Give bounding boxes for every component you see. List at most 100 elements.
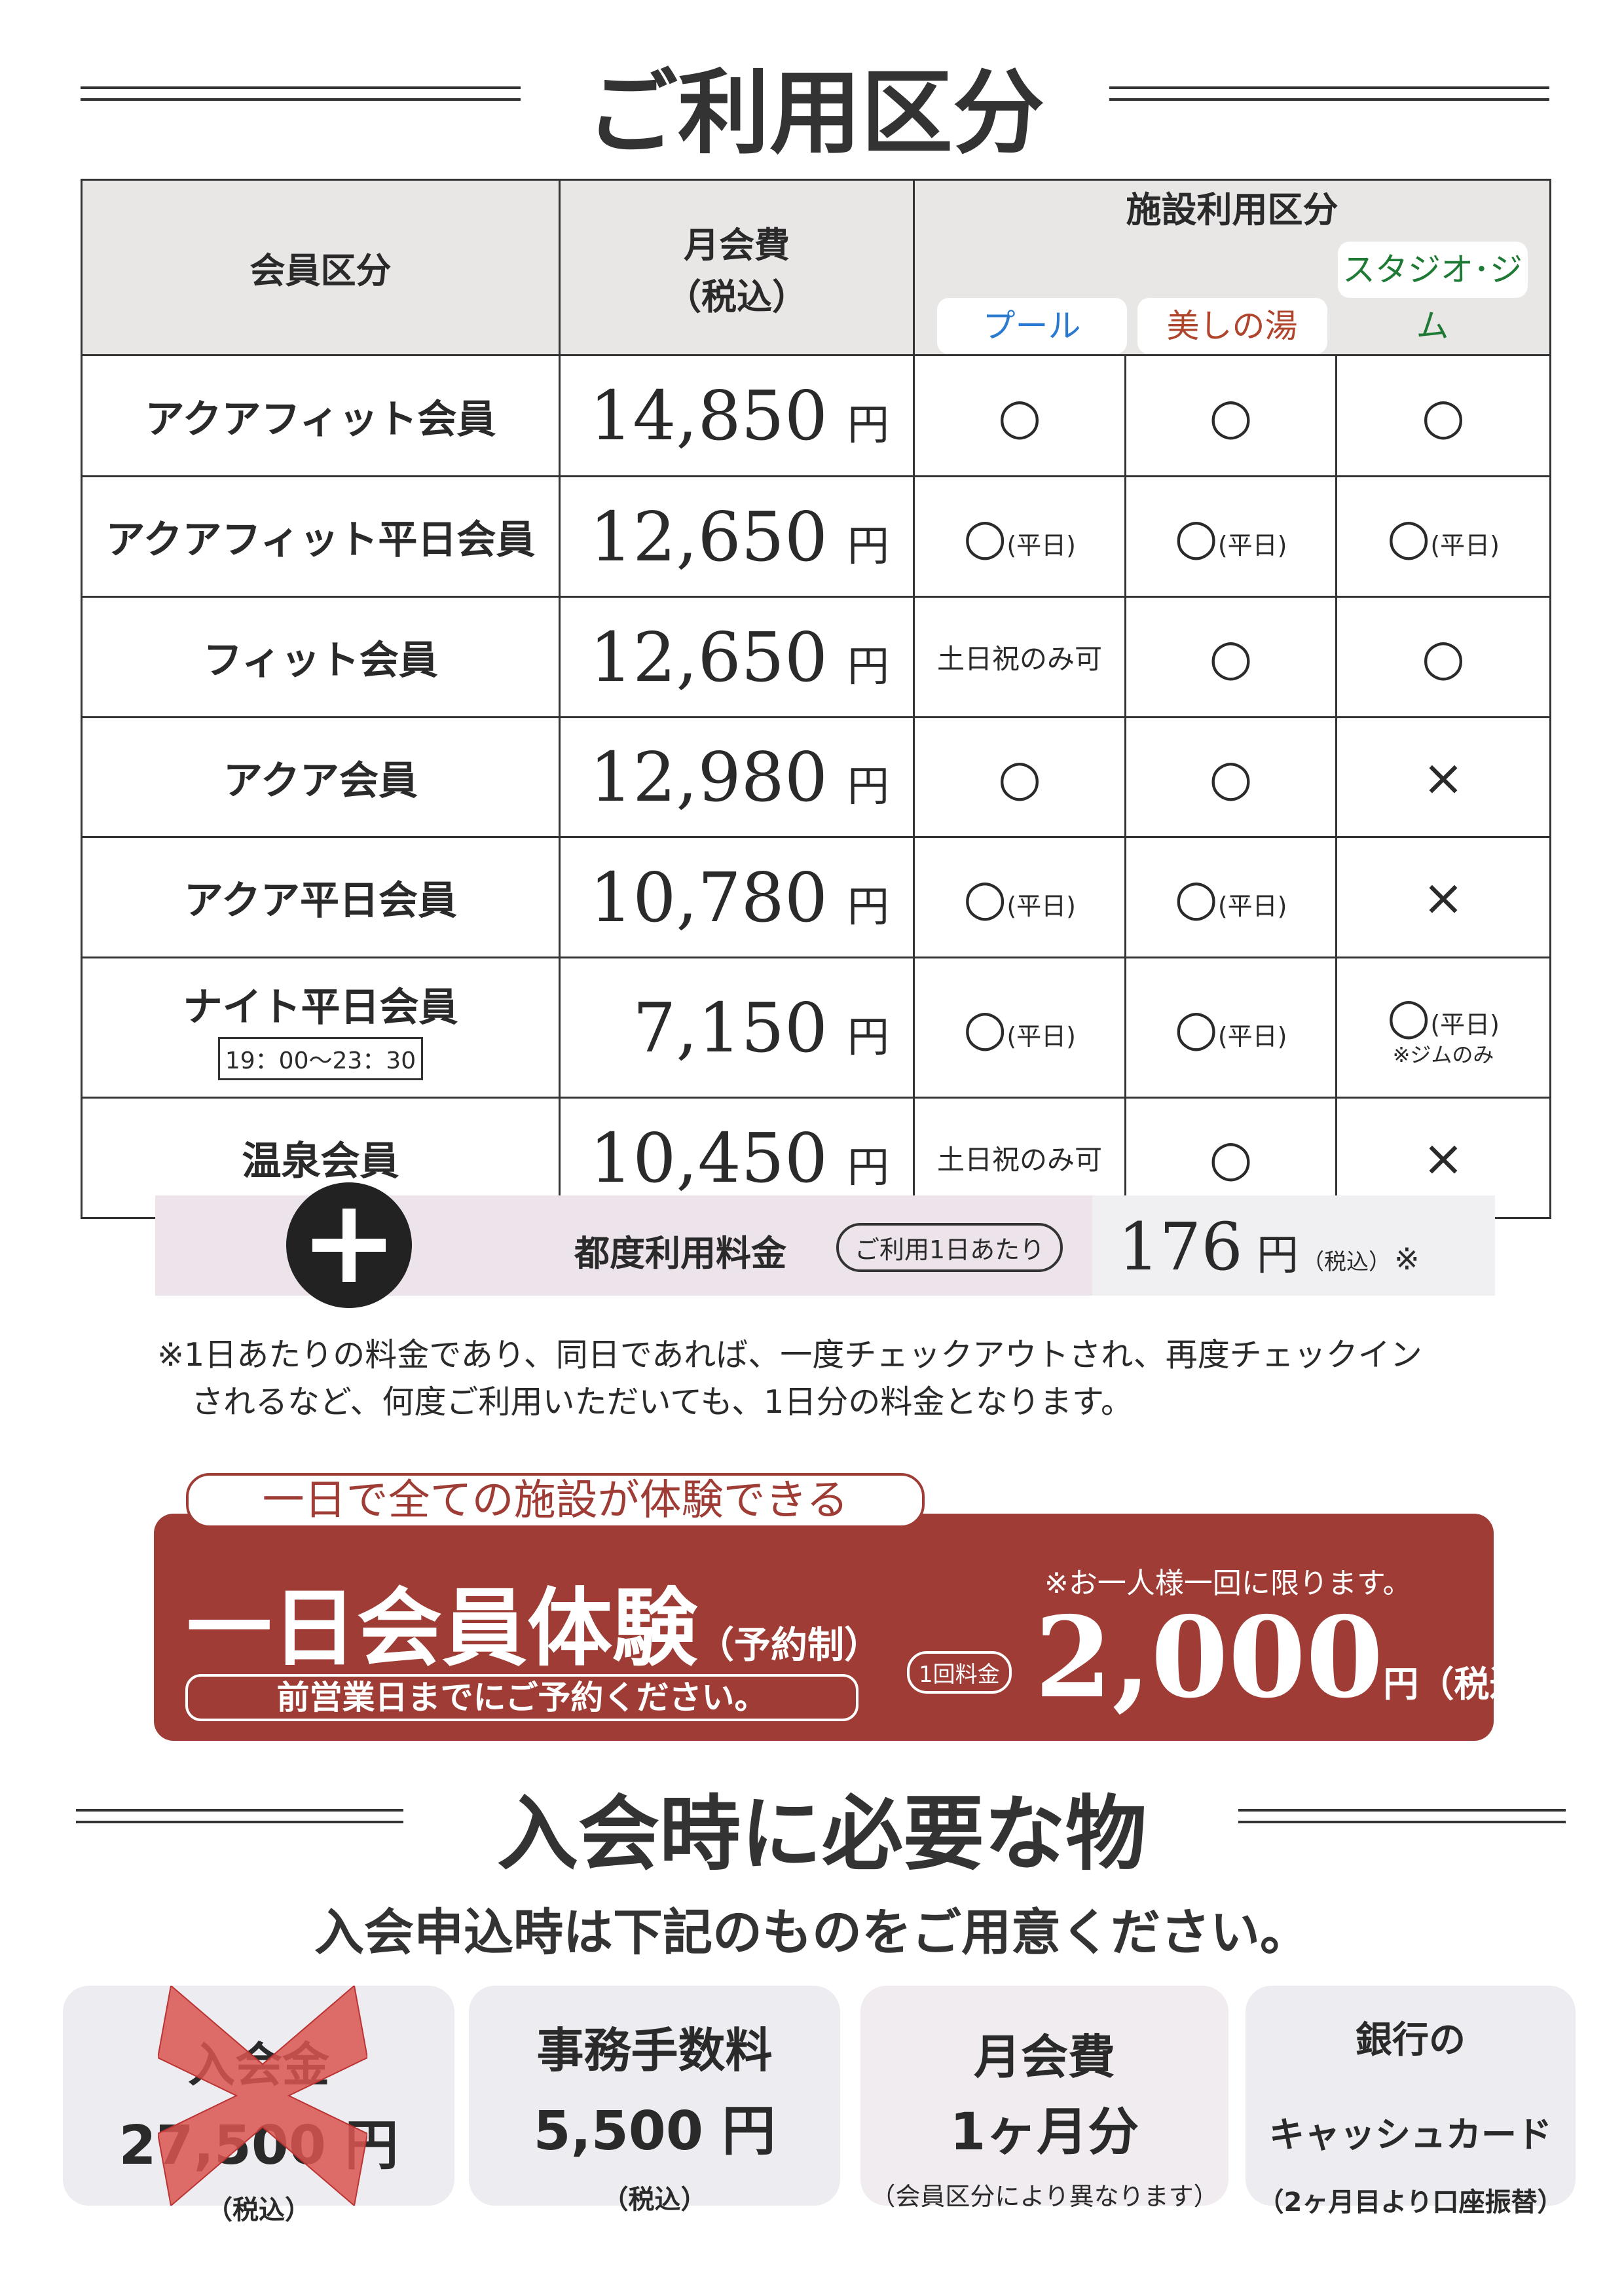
- facility-cell-spa: ○(平日): [1124, 836, 1337, 958]
- circle-mark-icon: ○: [997, 748, 1042, 807]
- member-type-cell: フィット会員: [81, 596, 561, 718]
- gym-only-note: ※ジムのみ: [1392, 1042, 1494, 1067]
- facility-cell-studio-gym: ○(平日): [1335, 475, 1551, 598]
- table-row: アクア平日会員 10,780 円 ○(平日) ○(平日) ×: [81, 836, 1551, 958]
- facility-cell-spa: ○: [1124, 716, 1337, 838]
- table-row: アクアフィット会員 14,850 円 ○ ○ ○: [81, 354, 1551, 477]
- circle-mark-icon: ○: [1209, 628, 1253, 686]
- card-note: （2ヶ月目より口座振替）: [1257, 2187, 1564, 2217]
- dropin-label: 都度利用料金: [574, 1233, 786, 1274]
- price-value: 10,780: [589, 857, 828, 938]
- facility-cell-spa: ○(平日): [1124, 475, 1337, 598]
- cross-mark-icon: ×: [1422, 1129, 1464, 1187]
- yen-unit: 円: [847, 883, 889, 932]
- member-type-cell: アクアフィット平日会員: [81, 475, 561, 598]
- circle-mark-icon: ○: [963, 507, 1007, 566]
- card-enrollment-fee: 入会金 27,500 円 （税込）: [63, 1986, 454, 2225]
- dropin-price: 176 円 （税込） ※: [1118, 1209, 1420, 1285]
- card-title: 銀行の: [1356, 2019, 1466, 2062]
- table-row: ナイト平日会員 19：00～23：30 7,150 円 ○(平日) ○(平日) ○(平日) ※…: [81, 957, 1551, 1099]
- yen-unit: 円: [847, 401, 889, 450]
- trial-limit-note: ※お一人様一回に限ります。: [1044, 1567, 1412, 1600]
- price-cell: 10,450 円: [559, 1097, 915, 1219]
- price-value: 14,850: [589, 376, 828, 456]
- card-note: （税込）: [206, 2195, 311, 2225]
- header-member-type: 会員区分: [81, 179, 561, 356]
- trial-yen-tax: 円（税込）: [1383, 1664, 1560, 1705]
- dropin-yen: 円: [1256, 1231, 1299, 1280]
- circle-mark-icon: ○: [1174, 507, 1218, 566]
- trial-reservation: （予約制）: [697, 1624, 881, 1667]
- facility-cell-studio-gym: ×: [1335, 716, 1551, 838]
- circle-mark-icon: ○: [963, 998, 1007, 1057]
- monthly-fee-label: 月会費: [684, 224, 790, 266]
- header-monthly-fee: 月会費 （税込）: [559, 179, 915, 356]
- member-type-name: 温泉会員: [242, 1139, 399, 1184]
- member-type-name: ナイト平日会員: [183, 984, 458, 1030]
- trial-price: 2,000円（税込）: [1035, 1592, 1560, 1723]
- yen-unit: 円: [847, 763, 889, 811]
- card-note: （会員区分により異なります）: [870, 2182, 1219, 2211]
- circle-mark-icon: ○: [1421, 386, 1466, 445]
- hours-badge: 19：00～23：30: [217, 1036, 424, 1080]
- price-cell: 14,850 円: [559, 354, 915, 477]
- member-type-cell: アクア会員: [81, 716, 561, 838]
- facility-cell-pool: ○(平日): [913, 836, 1126, 958]
- section2-rule-left: [76, 1809, 403, 1823]
- facility-use-label: 施設利用区分: [1126, 189, 1338, 230]
- dropin-fee-band: 都度利用料金 ご利用1日あたり 176 円 （税込） ※: [155, 1182, 1495, 1308]
- member-type-name: フィット会員: [203, 638, 438, 683]
- facility-studio-gym: スタジオ･ジム: [1337, 242, 1528, 345]
- facility-cell-pool: ○(平日): [913, 475, 1126, 598]
- weekday-note: (平日): [1430, 531, 1500, 560]
- weekday-note: (平日): [1006, 1022, 1076, 1051]
- section2-title: 入会時に必要な物: [496, 1787, 1147, 1882]
- weekday-note: (平日): [1217, 892, 1287, 920]
- facility-cell-spa: ○(平日): [1124, 957, 1337, 1099]
- price-value: 7,150: [633, 987, 828, 1068]
- member-type-name: アクア平日会員: [184, 878, 457, 924]
- table-row: フィット会員 12,650 円 土日祝のみ可 ○ ○: [81, 596, 1551, 718]
- trial-title-text: 一日会員体験: [187, 1578, 698, 1678]
- facility-cell-spa: ○: [1124, 354, 1337, 477]
- weekday-note: (平日): [1430, 1010, 1500, 1039]
- dropin-tax: （税込）: [1302, 1249, 1392, 1275]
- card-title: 月会費: [973, 2030, 1115, 2085]
- yen-unit: 円: [847, 1143, 889, 1192]
- facility-cell-pool: ○: [913, 354, 1126, 477]
- facility-cell-studio-gym: ○: [1335, 596, 1551, 718]
- weekday-note: (平日): [1217, 1022, 1287, 1051]
- dropin-asterisk: ※: [1394, 1241, 1420, 1277]
- trial-title: 一日会員体験（予約制）: [187, 1559, 881, 1683]
- card-title: 事務手数料: [536, 2023, 773, 2078]
- yen-unit: 円: [847, 642, 889, 691]
- member-type-name: アクア会員: [223, 757, 418, 804]
- circle-mark-icon: ○: [1174, 868, 1218, 926]
- plus-icon: [286, 1182, 412, 1308]
- dropin-note-line1: ※1日あたりの料金であり、同日であれば、一度チェックアウトされ、再度チェックイン: [157, 1336, 1422, 1374]
- member-type-name: アクアフィット平日会員: [105, 517, 536, 563]
- table-row: アクア会員 12,980 円 ○ ○ ×: [81, 716, 1551, 838]
- cross-mark-icon: ×: [1422, 868, 1464, 926]
- trial-price-value: 2,000: [1035, 1592, 1384, 1723]
- price-cell: 10,780 円: [559, 836, 915, 958]
- circle-mark-icon: ○: [1387, 507, 1431, 566]
- circle-mark-icon: ○: [1421, 628, 1466, 686]
- price-cell: 7,150 円: [559, 957, 915, 1099]
- cross-mark-icon: ×: [1422, 748, 1464, 807]
- facility-cell-spa: ○: [1124, 596, 1337, 718]
- table-row: アクアフィット平日会員 12,650 円 ○(平日) ○(平日) ○(平日): [81, 475, 1551, 598]
- card-value: 1ヶ月分: [950, 2103, 1139, 2162]
- price-value: 10,450: [589, 1118, 828, 1198]
- section2-rule-right: [1238, 1809, 1566, 1823]
- card-monthly-fee: 月会費 1ヶ月分 （会員区分により異なります）: [860, 1986, 1228, 2211]
- trial-box: 一日会員体験（予約制） 前営業日までにご予約ください。 ※お一人様一回に限ります…: [154, 1514, 1560, 1741]
- title-rule-left: [81, 86, 521, 101]
- facility-cell-studio-gym: ×: [1335, 836, 1551, 958]
- price-value: 12,650: [589, 496, 828, 577]
- section2-subtitle: 入会申込時は下記のものをご用意ください。: [314, 1903, 1310, 1961]
- member-type-name: アクアフィット会員: [145, 396, 496, 443]
- trial-fee-badge: 1回料金: [907, 1651, 1012, 1694]
- price-cell: 12,650 円: [559, 475, 915, 598]
- price-cell: 12,650 円: [559, 596, 915, 718]
